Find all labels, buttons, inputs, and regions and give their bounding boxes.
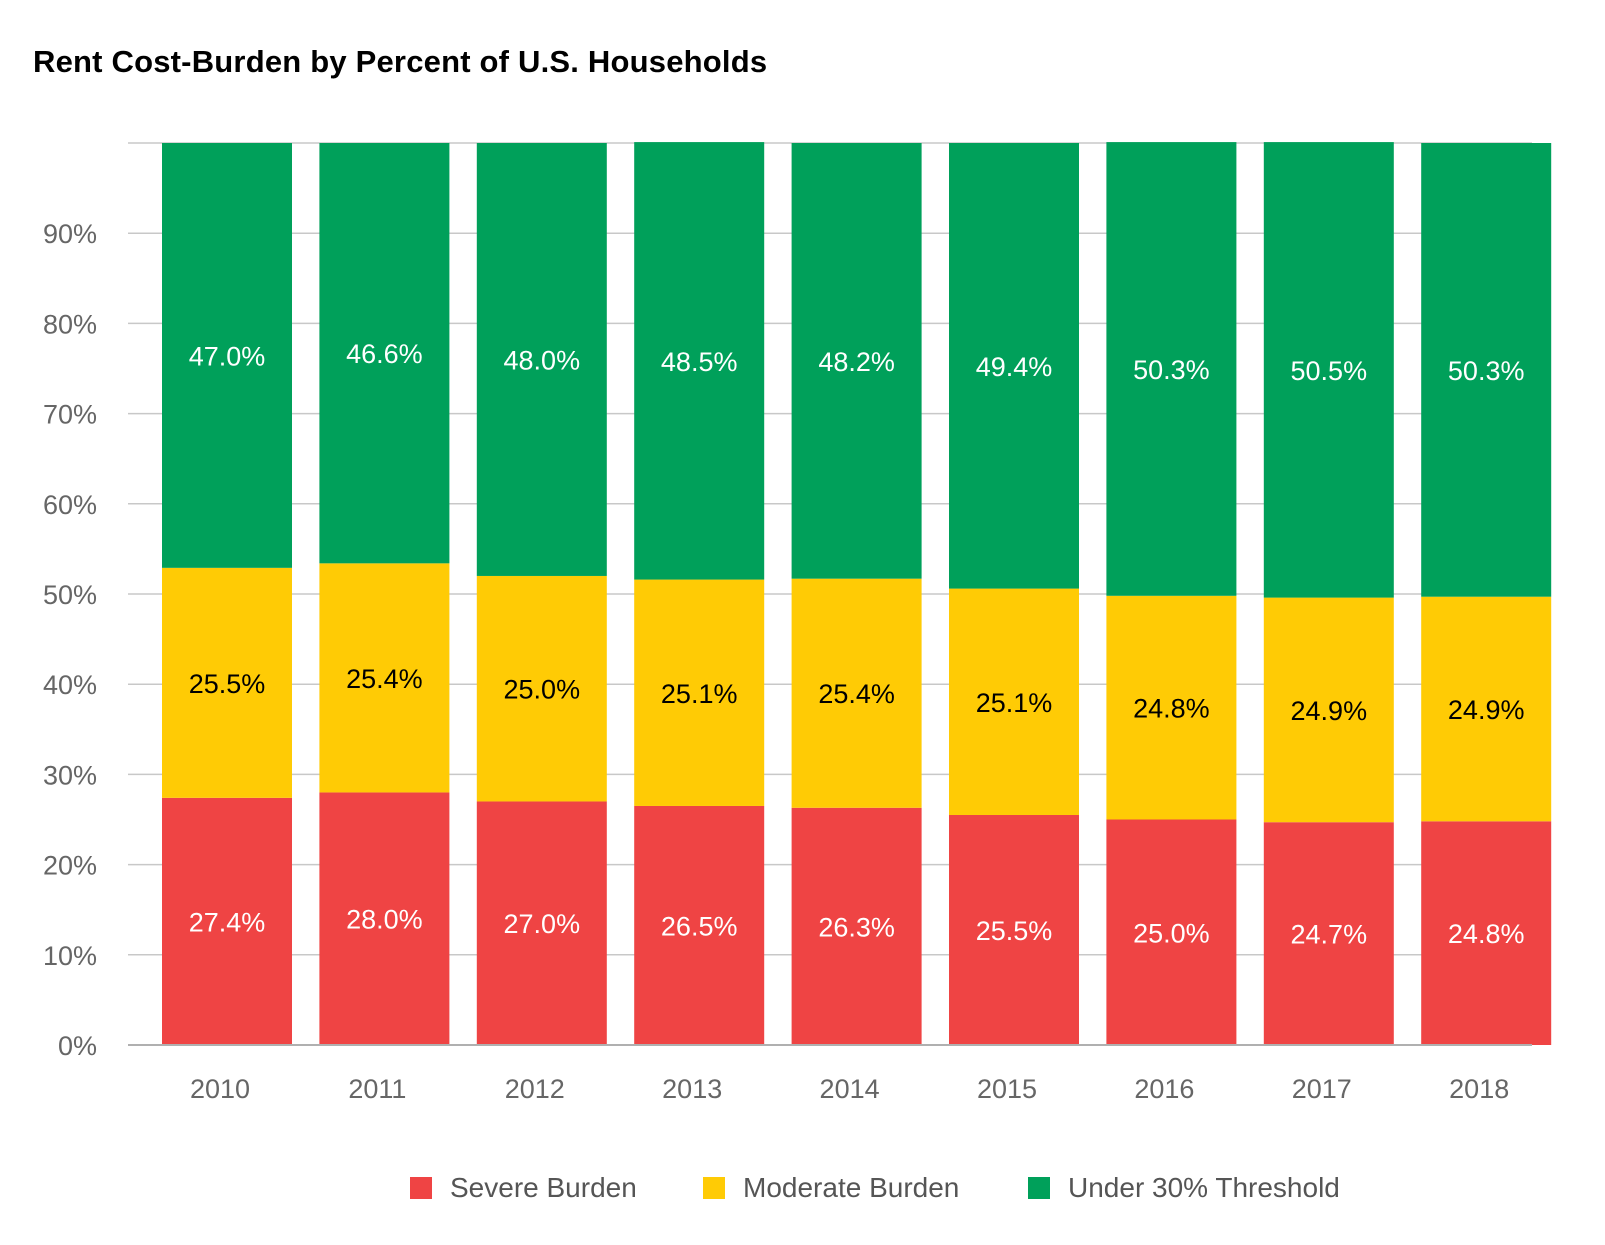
bar-moderate-burden-2017 [1263, 597, 1394, 823]
data-label-moderate-burden-2015: 25.1% [976, 688, 1053, 718]
x-tick-label: 2015 [977, 1074, 1037, 1104]
data-label-moderate-burden-2016: 24.8% [1133, 694, 1210, 724]
x-tick-label: 2016 [1134, 1074, 1194, 1104]
bar-under-30-threshold-2017 [1263, 142, 1394, 598]
data-label-moderate-burden-2014: 25.4% [818, 679, 895, 709]
bar-moderate-burden-2013 [634, 579, 765, 806]
data-label-moderate-burden-2018: 24.9% [1448, 695, 1525, 725]
legend-swatch-severe-burden [410, 1177, 432, 1199]
data-label-severe-burden-2017: 24.7% [1291, 920, 1368, 950]
x-tick-label: 2012 [505, 1074, 565, 1104]
data-label-severe-burden-2018: 24.8% [1448, 919, 1525, 949]
legend-label-under-30-threshold: Under 30% Threshold [1068, 1172, 1340, 1203]
data-label-under-30-threshold-2016: 50.3% [1133, 355, 1210, 385]
bar-under-30-threshold-2011 [319, 143, 450, 564]
bar-severe-burden-2014 [791, 807, 922, 1045]
bar-moderate-burden-2010 [162, 567, 292, 798]
data-label-severe-burden-2011: 28.0% [346, 905, 423, 935]
legend-item-moderate-burden: Moderate Burden [703, 1168, 959, 1208]
bar-severe-burden-2013 [634, 805, 765, 1045]
legend-swatch-moderate-burden [703, 1177, 725, 1199]
x-tick-label: 2018 [1449, 1074, 1509, 1104]
bar-moderate-burden-2016 [1106, 595, 1237, 820]
bar-moderate-burden-2012 [476, 575, 607, 802]
y-tick-label: 10% [43, 941, 97, 971]
bar-under-30-threshold-2015 [949, 143, 1079, 589]
bar-moderate-burden-2011 [319, 563, 450, 793]
data-label-under-30-threshold-2015: 49.4% [976, 352, 1053, 382]
bar-severe-burden-2010 [162, 797, 292, 1045]
data-label-moderate-burden-2013: 25.1% [661, 679, 738, 709]
legend-item-under-30-threshold: Under 30% Threshold [1028, 1168, 1340, 1208]
bar-severe-burden-2018 [1421, 821, 1552, 1045]
y-tick-label: 80% [43, 309, 97, 339]
bar-under-30-threshold-2013 [634, 142, 765, 580]
y-tick-label: 0% [58, 1031, 97, 1061]
legend: Severe Burden Moderate Burden Under 30% … [0, 1168, 1605, 1208]
bar-severe-burden-2015 [949, 814, 1079, 1045]
chart-title: Rent Cost-Burden by Percent of U.S. Hous… [33, 44, 768, 79]
legend-label-moderate-burden: Moderate Burden [743, 1172, 960, 1203]
data-label-severe-burden-2010: 27.4% [189, 907, 266, 937]
data-label-severe-burden-2014: 26.3% [818, 912, 895, 942]
data-label-severe-burden-2013: 26.5% [661, 911, 738, 941]
bar-moderate-burden-2015 [949, 588, 1079, 815]
data-label-under-30-threshold-2014: 48.2% [818, 347, 895, 377]
legend-swatch-under-30-threshold [1028, 1177, 1050, 1199]
data-label-under-30-threshold-2012: 48.0% [504, 345, 581, 375]
data-label-under-30-threshold-2017: 50.5% [1291, 356, 1368, 386]
bar-severe-burden-2012 [476, 801, 607, 1045]
y-tick-label: 70% [43, 400, 97, 430]
bar-severe-burden-2011 [319, 792, 450, 1045]
x-tick-label: 2013 [662, 1074, 722, 1104]
data-label-moderate-burden-2012: 25.0% [504, 675, 581, 705]
x-tick-label: 2011 [348, 1074, 406, 1104]
x-tick-label: 2010 [190, 1074, 250, 1104]
y-tick-label: 60% [43, 490, 97, 520]
bar-severe-burden-2017 [1263, 822, 1394, 1045]
data-label-under-30-threshold-2018: 50.3% [1448, 356, 1525, 386]
legend-label-severe-burden: Severe Burden [450, 1172, 637, 1203]
data-label-moderate-burden-2010: 25.5% [189, 669, 266, 699]
bar-moderate-burden-2014 [791, 578, 922, 808]
y-tick-label: 20% [43, 851, 97, 881]
bar-under-30-threshold-2010 [162, 143, 292, 568]
bar-under-30-threshold-2012 [476, 143, 607, 576]
data-label-under-30-threshold-2011: 46.6% [346, 339, 423, 369]
x-tick-label: 2017 [1292, 1074, 1352, 1104]
legend-item-severe-burden: Severe Burden [410, 1168, 637, 1208]
y-tick-label: 40% [43, 670, 97, 700]
y-tick-label: 50% [43, 580, 97, 610]
x-tick-label: 2014 [820, 1074, 880, 1104]
data-label-severe-burden-2012: 27.0% [504, 909, 581, 939]
y-tick-label: 90% [43, 219, 97, 249]
bar-under-30-threshold-2014 [791, 143, 922, 579]
bar-severe-burden-2016 [1106, 819, 1237, 1045]
bar-under-30-threshold-2018 [1421, 143, 1552, 597]
y-tick-label: 30% [43, 760, 97, 790]
bar-moderate-burden-2018 [1421, 596, 1552, 822]
data-label-severe-burden-2016: 25.0% [1133, 918, 1210, 948]
data-label-moderate-burden-2011: 25.4% [346, 664, 423, 694]
data-label-moderate-burden-2017: 24.9% [1291, 696, 1368, 726]
data-label-severe-burden-2015: 25.5% [976, 916, 1053, 946]
data-label-under-30-threshold-2013: 48.5% [661, 347, 738, 377]
bar-under-30-threshold-2016 [1106, 142, 1237, 596]
data-label-under-30-threshold-2010: 47.0% [189, 341, 266, 371]
